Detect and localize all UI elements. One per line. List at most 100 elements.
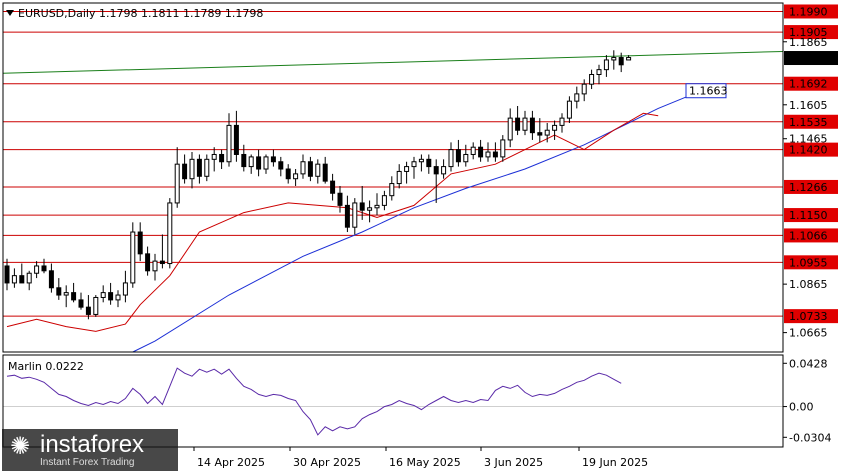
x-tick-label: 30 Apr 2025 <box>293 456 361 469</box>
candle-body <box>381 195 387 206</box>
candle <box>559 113 565 133</box>
candle <box>108 282 114 305</box>
candle <box>34 261 40 279</box>
candle <box>78 292 84 310</box>
candle <box>537 118 543 143</box>
level-label-bg <box>784 208 838 223</box>
candle <box>596 64 602 85</box>
price-tick-label: 1.0865 <box>789 278 828 291</box>
level-label-bg <box>784 142 838 157</box>
level-label: 1.1535 <box>789 116 828 129</box>
candle-body <box>359 202 365 211</box>
candle <box>85 295 91 320</box>
level-label-bg <box>784 309 838 324</box>
candle <box>4 258 10 291</box>
candle <box>278 156 284 177</box>
candle <box>359 185 365 220</box>
candle-body <box>100 292 106 298</box>
candle-body <box>241 153 247 168</box>
ma-blue-value-label: 1.1663 <box>689 85 728 98</box>
candle <box>330 173 336 201</box>
candle <box>589 69 595 90</box>
level-label-bg <box>784 114 838 129</box>
level-label-bg <box>784 179 838 194</box>
current-price-label: 1.1798 <box>789 52 828 65</box>
candle <box>344 195 350 233</box>
x-tick-label: 16 May 2025 <box>389 456 461 469</box>
candle-body <box>41 265 47 272</box>
candle <box>396 164 402 189</box>
candle <box>211 147 217 172</box>
candle-body <box>233 124 239 155</box>
candle <box>93 295 99 317</box>
candle <box>189 152 195 189</box>
oscillator-line <box>6 367 622 436</box>
candle <box>485 142 491 162</box>
candle <box>26 270 32 291</box>
candle-body <box>115 294 121 301</box>
candle-body <box>374 204 380 209</box>
candle-body <box>34 265 40 274</box>
candle-body <box>48 270 54 289</box>
main-panel-border <box>2 2 784 353</box>
ma-blue-value-box <box>685 83 727 99</box>
candle-body <box>418 158 424 163</box>
level-label: 1.1420 <box>789 144 828 157</box>
candle <box>196 154 202 184</box>
candle-body <box>300 161 306 175</box>
candle <box>263 154 269 174</box>
candle <box>433 159 439 203</box>
candle-body <box>411 161 417 168</box>
candle <box>204 154 210 182</box>
candle <box>626 55 632 61</box>
instaforex-watermark: ✺ instaforex Instant Forex Trading <box>2 429 178 471</box>
candle <box>337 185 343 213</box>
osc-tick-label: -0.0304 <box>789 431 831 444</box>
candle <box>63 285 69 308</box>
candle-body <box>537 132 543 136</box>
candle-body <box>204 158 210 177</box>
candle <box>574 86 580 109</box>
level-label: 1.1150 <box>789 209 828 222</box>
candle-body <box>566 100 572 119</box>
candle-body <box>426 158 432 168</box>
candle <box>256 149 262 177</box>
candle-body <box>256 156 262 170</box>
candle <box>611 50 617 70</box>
level-label-bg <box>784 76 838 91</box>
candle <box>603 55 609 77</box>
level-label: 1.1266 <box>789 181 828 194</box>
candle-body <box>196 158 202 177</box>
candle <box>300 154 306 179</box>
candle-body <box>596 69 602 75</box>
candle <box>219 149 225 170</box>
chart-header: EURUSD,Daily 1.1798 1.1811 1.1789 1.1798 <box>6 7 263 20</box>
candle <box>159 234 165 269</box>
candle-body <box>145 253 151 272</box>
candle <box>152 253 158 281</box>
candle-body <box>56 287 62 296</box>
candle <box>404 161 410 184</box>
oscillator-panel-border <box>2 354 784 448</box>
x-tick-label: 19 Jun 2025 <box>582 456 648 469</box>
candle-body <box>130 231 136 284</box>
x-tick-label: 3 Jun 2025 <box>484 456 543 469</box>
candle-body <box>552 124 558 131</box>
candle-body <box>315 163 321 177</box>
collapse-triangle-icon[interactable] <box>6 10 14 16</box>
candle-body <box>470 146 476 155</box>
candle <box>566 96 572 123</box>
candle <box>492 142 498 162</box>
candle-body <box>11 275 17 284</box>
candle-body <box>93 296 99 315</box>
candle <box>352 198 358 235</box>
candle-body <box>478 146 484 158</box>
instaforex-logo-icon: ✺ <box>10 432 31 460</box>
osc-tick-label: 0.00 <box>789 401 814 414</box>
candle-body <box>159 260 165 265</box>
candle-body <box>26 272 32 284</box>
candle <box>145 246 151 276</box>
candle-body <box>529 117 535 134</box>
level-label-bg <box>784 25 838 40</box>
